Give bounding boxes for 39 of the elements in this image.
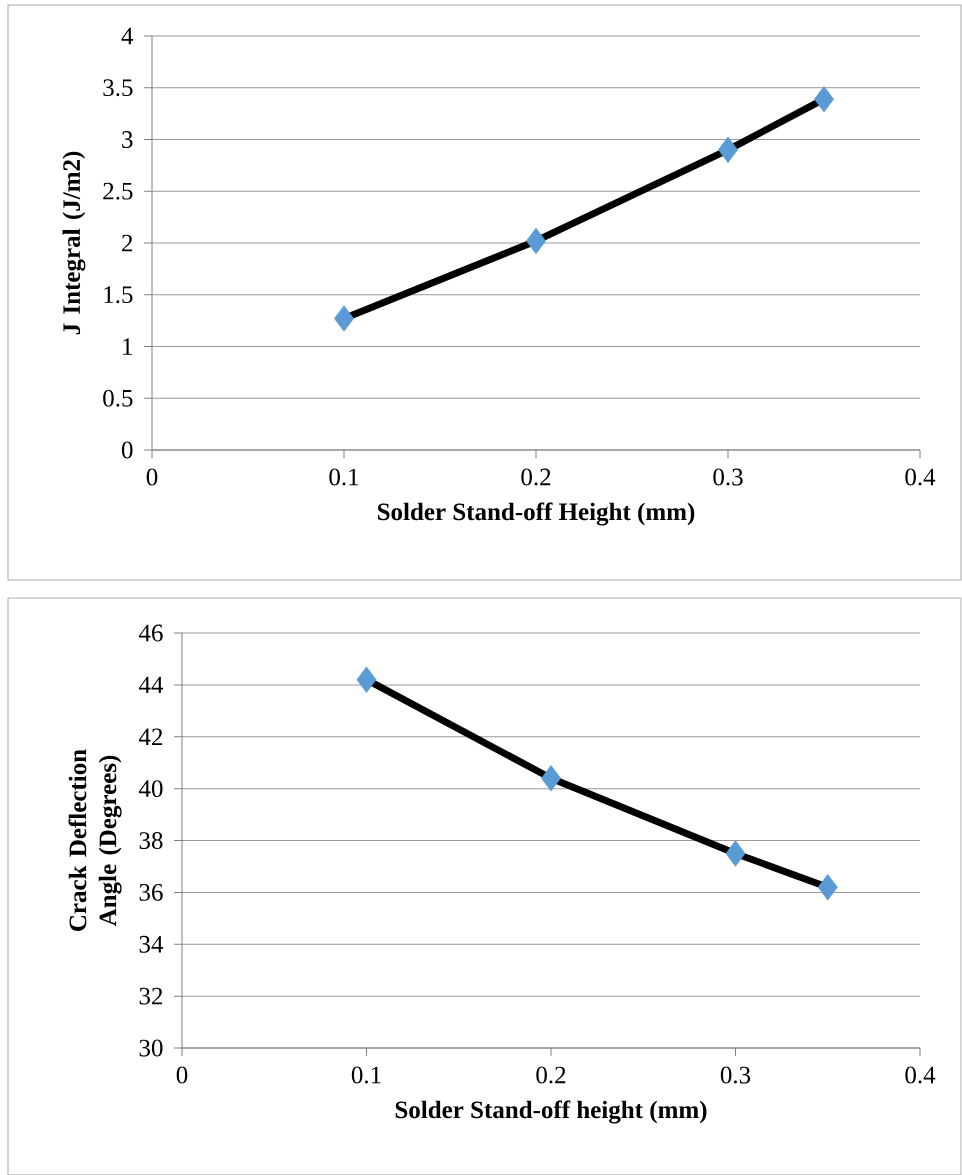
y-tick-label: 0.5 bbox=[103, 389, 133, 407]
y-tick-label: 2.5 bbox=[103, 182, 133, 200]
x-tick-label: 0.1 bbox=[329, 468, 359, 486]
y-tick-label: 4 bbox=[121, 27, 134, 45]
y-tick-label: 3 bbox=[122, 131, 133, 148]
x-tick-label: 0.3 bbox=[720, 1066, 751, 1084]
y-axis-title: Crack Deflection Angle (Degrees) bbox=[68, 749, 122, 931]
x-tick-label: 0.1 bbox=[351, 1066, 381, 1084]
point bbox=[725, 840, 746, 867]
y-tick-label: 1.5 bbox=[104, 286, 133, 304]
y-tick-label: 3.5 bbox=[103, 79, 133, 97]
x-tick-label: 0.4 bbox=[905, 1066, 936, 1084]
x-axis-title: Solder Stand-off Height (mm) bbox=[377, 502, 695, 526]
y-tick-label: 46 bbox=[138, 624, 163, 642]
y-tick-label: 32 bbox=[139, 987, 163, 1005]
point bbox=[814, 85, 834, 113]
y-tick-label: 0 bbox=[121, 441, 133, 459]
point bbox=[526, 227, 546, 255]
y-tick-label: 42 bbox=[138, 728, 163, 746]
x-axis-title: Solder Stand-off height (mm) bbox=[395, 1100, 707, 1124]
x-tick-label: 0.3 bbox=[713, 468, 743, 486]
y-tick-label: 34 bbox=[139, 935, 164, 953]
point bbox=[356, 666, 377, 693]
point bbox=[334, 305, 354, 332]
y-tick-label: 30 bbox=[139, 1039, 163, 1057]
y-tick-label: 40 bbox=[138, 780, 163, 798]
y-tick-label: 2 bbox=[122, 234, 133, 252]
x-tick-label: 0 bbox=[176, 1066, 188, 1084]
point bbox=[718, 136, 738, 164]
y-tick-label: 36 bbox=[139, 883, 163, 901]
point bbox=[541, 765, 561, 792]
x-tick-label: 0.2 bbox=[521, 468, 551, 486]
y-tick-label: 38 bbox=[139, 832, 163, 849]
y-tick-label: 44 bbox=[138, 676, 164, 694]
x-tick-label: 0.2 bbox=[536, 1066, 566, 1084]
x-tick-label: 0.4 bbox=[905, 468, 936, 486]
y-tick-label: 1 bbox=[123, 338, 132, 355]
y-axis-title: J Integral (J/m2) bbox=[62, 151, 86, 335]
point bbox=[817, 874, 838, 901]
